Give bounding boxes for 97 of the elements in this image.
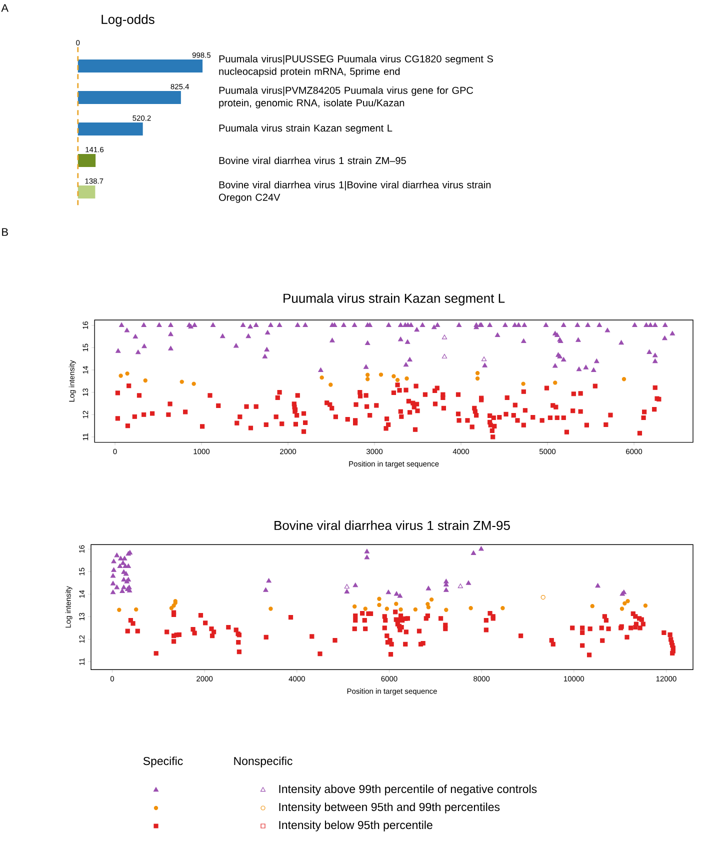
point [122, 556, 128, 560]
point [470, 550, 476, 555]
point [444, 608, 448, 612]
chart-title: Log-odds [102, 14, 154, 27]
point [404, 376, 409, 381]
text: Nonspecific [234, 756, 292, 768]
text: B [2, 228, 8, 236]
bar [78, 185, 96, 198]
point [622, 601, 627, 606]
point [475, 371, 480, 376]
point [475, 376, 480, 381]
point [266, 578, 272, 583]
legend-label: Intensity between 95th and 99th percentiles [279, 802, 500, 814]
point [500, 606, 505, 610]
point [344, 584, 350, 589]
point [377, 596, 382, 601]
chart-title: Bovine viral diarrhea virus 1 strain ZM-95 [274, 520, 510, 530]
point [378, 372, 384, 377]
point [395, 378, 400, 382]
point [398, 607, 403, 612]
point [344, 588, 350, 594]
point [110, 580, 116, 586]
point [180, 380, 184, 384]
text: Specific [143, 756, 183, 768]
point [121, 584, 126, 590]
point [458, 584, 463, 588]
bar [78, 154, 96, 167]
point [192, 382, 196, 386]
point [377, 602, 382, 608]
point [125, 371, 130, 376]
point [595, 583, 600, 588]
point [540, 594, 546, 600]
point [394, 591, 400, 596]
point [394, 602, 398, 606]
point [110, 590, 116, 594]
point [478, 546, 484, 551]
point [392, 374, 396, 378]
point [114, 552, 120, 558]
point [620, 606, 624, 611]
bar [78, 122, 143, 136]
y-tick-label: Bovine viral diarrhea virus 1 strain ZM–95 [219, 156, 406, 164]
point [120, 588, 125, 594]
point [643, 604, 648, 608]
point [169, 606, 174, 610]
point [365, 372, 370, 377]
point [442, 354, 448, 358]
point [365, 377, 370, 382]
point [364, 554, 370, 560]
point [442, 334, 448, 340]
point [110, 573, 116, 578]
point [426, 605, 431, 610]
point [263, 587, 268, 592]
legend-label: Intensity above 99th percentile of negative controls [279, 784, 537, 796]
point [121, 577, 126, 582]
chart-title: Puumala virus strain Kazan segment L [284, 293, 505, 306]
legend-label: Intensity below 95th percentile [279, 820, 432, 832]
point [111, 567, 116, 572]
point [426, 602, 430, 606]
point [352, 582, 358, 588]
point [521, 382, 526, 386]
point [124, 571, 129, 576]
y-tick-label: Bovine viral diarrhea virus 1|Bovine viral diarrhea virus strain Oregon C24V [219, 181, 491, 203]
y-tick-label: Puumala virus strain Kazan segment L [219, 124, 392, 134]
point [384, 606, 390, 611]
point [352, 604, 357, 609]
point [426, 586, 432, 590]
point [397, 593, 403, 598]
point [466, 580, 472, 585]
point [118, 556, 124, 560]
point [111, 558, 116, 564]
point [444, 587, 449, 592]
point [118, 374, 123, 378]
point [117, 608, 122, 612]
point [268, 606, 273, 611]
text: A [1, 4, 9, 12]
bar [78, 59, 203, 72]
point [413, 607, 418, 612]
point [364, 548, 370, 554]
point [363, 606, 368, 611]
point [117, 564, 122, 568]
point [444, 578, 449, 584]
y-tick-label: Puumala virus|PUUSSEG Puumala virus CG1820 segment S nucleocapsid protein mRNA, 5prime end [219, 55, 493, 77]
point [143, 378, 148, 383]
point [622, 377, 626, 382]
point [386, 590, 391, 594]
bar [78, 90, 181, 104]
point [134, 607, 138, 612]
point [626, 599, 630, 604]
point [553, 380, 558, 385]
point [320, 375, 324, 380]
point [114, 584, 120, 590]
point [590, 604, 594, 608]
point [468, 606, 473, 610]
y-tick-label: Puumala virus|PVMZ84205 Puumala virus gene for GPC protein, genomic RNA, isolate Puu/Kazan [219, 86, 474, 108]
point [481, 356, 487, 362]
point [429, 597, 434, 602]
point [328, 382, 333, 387]
